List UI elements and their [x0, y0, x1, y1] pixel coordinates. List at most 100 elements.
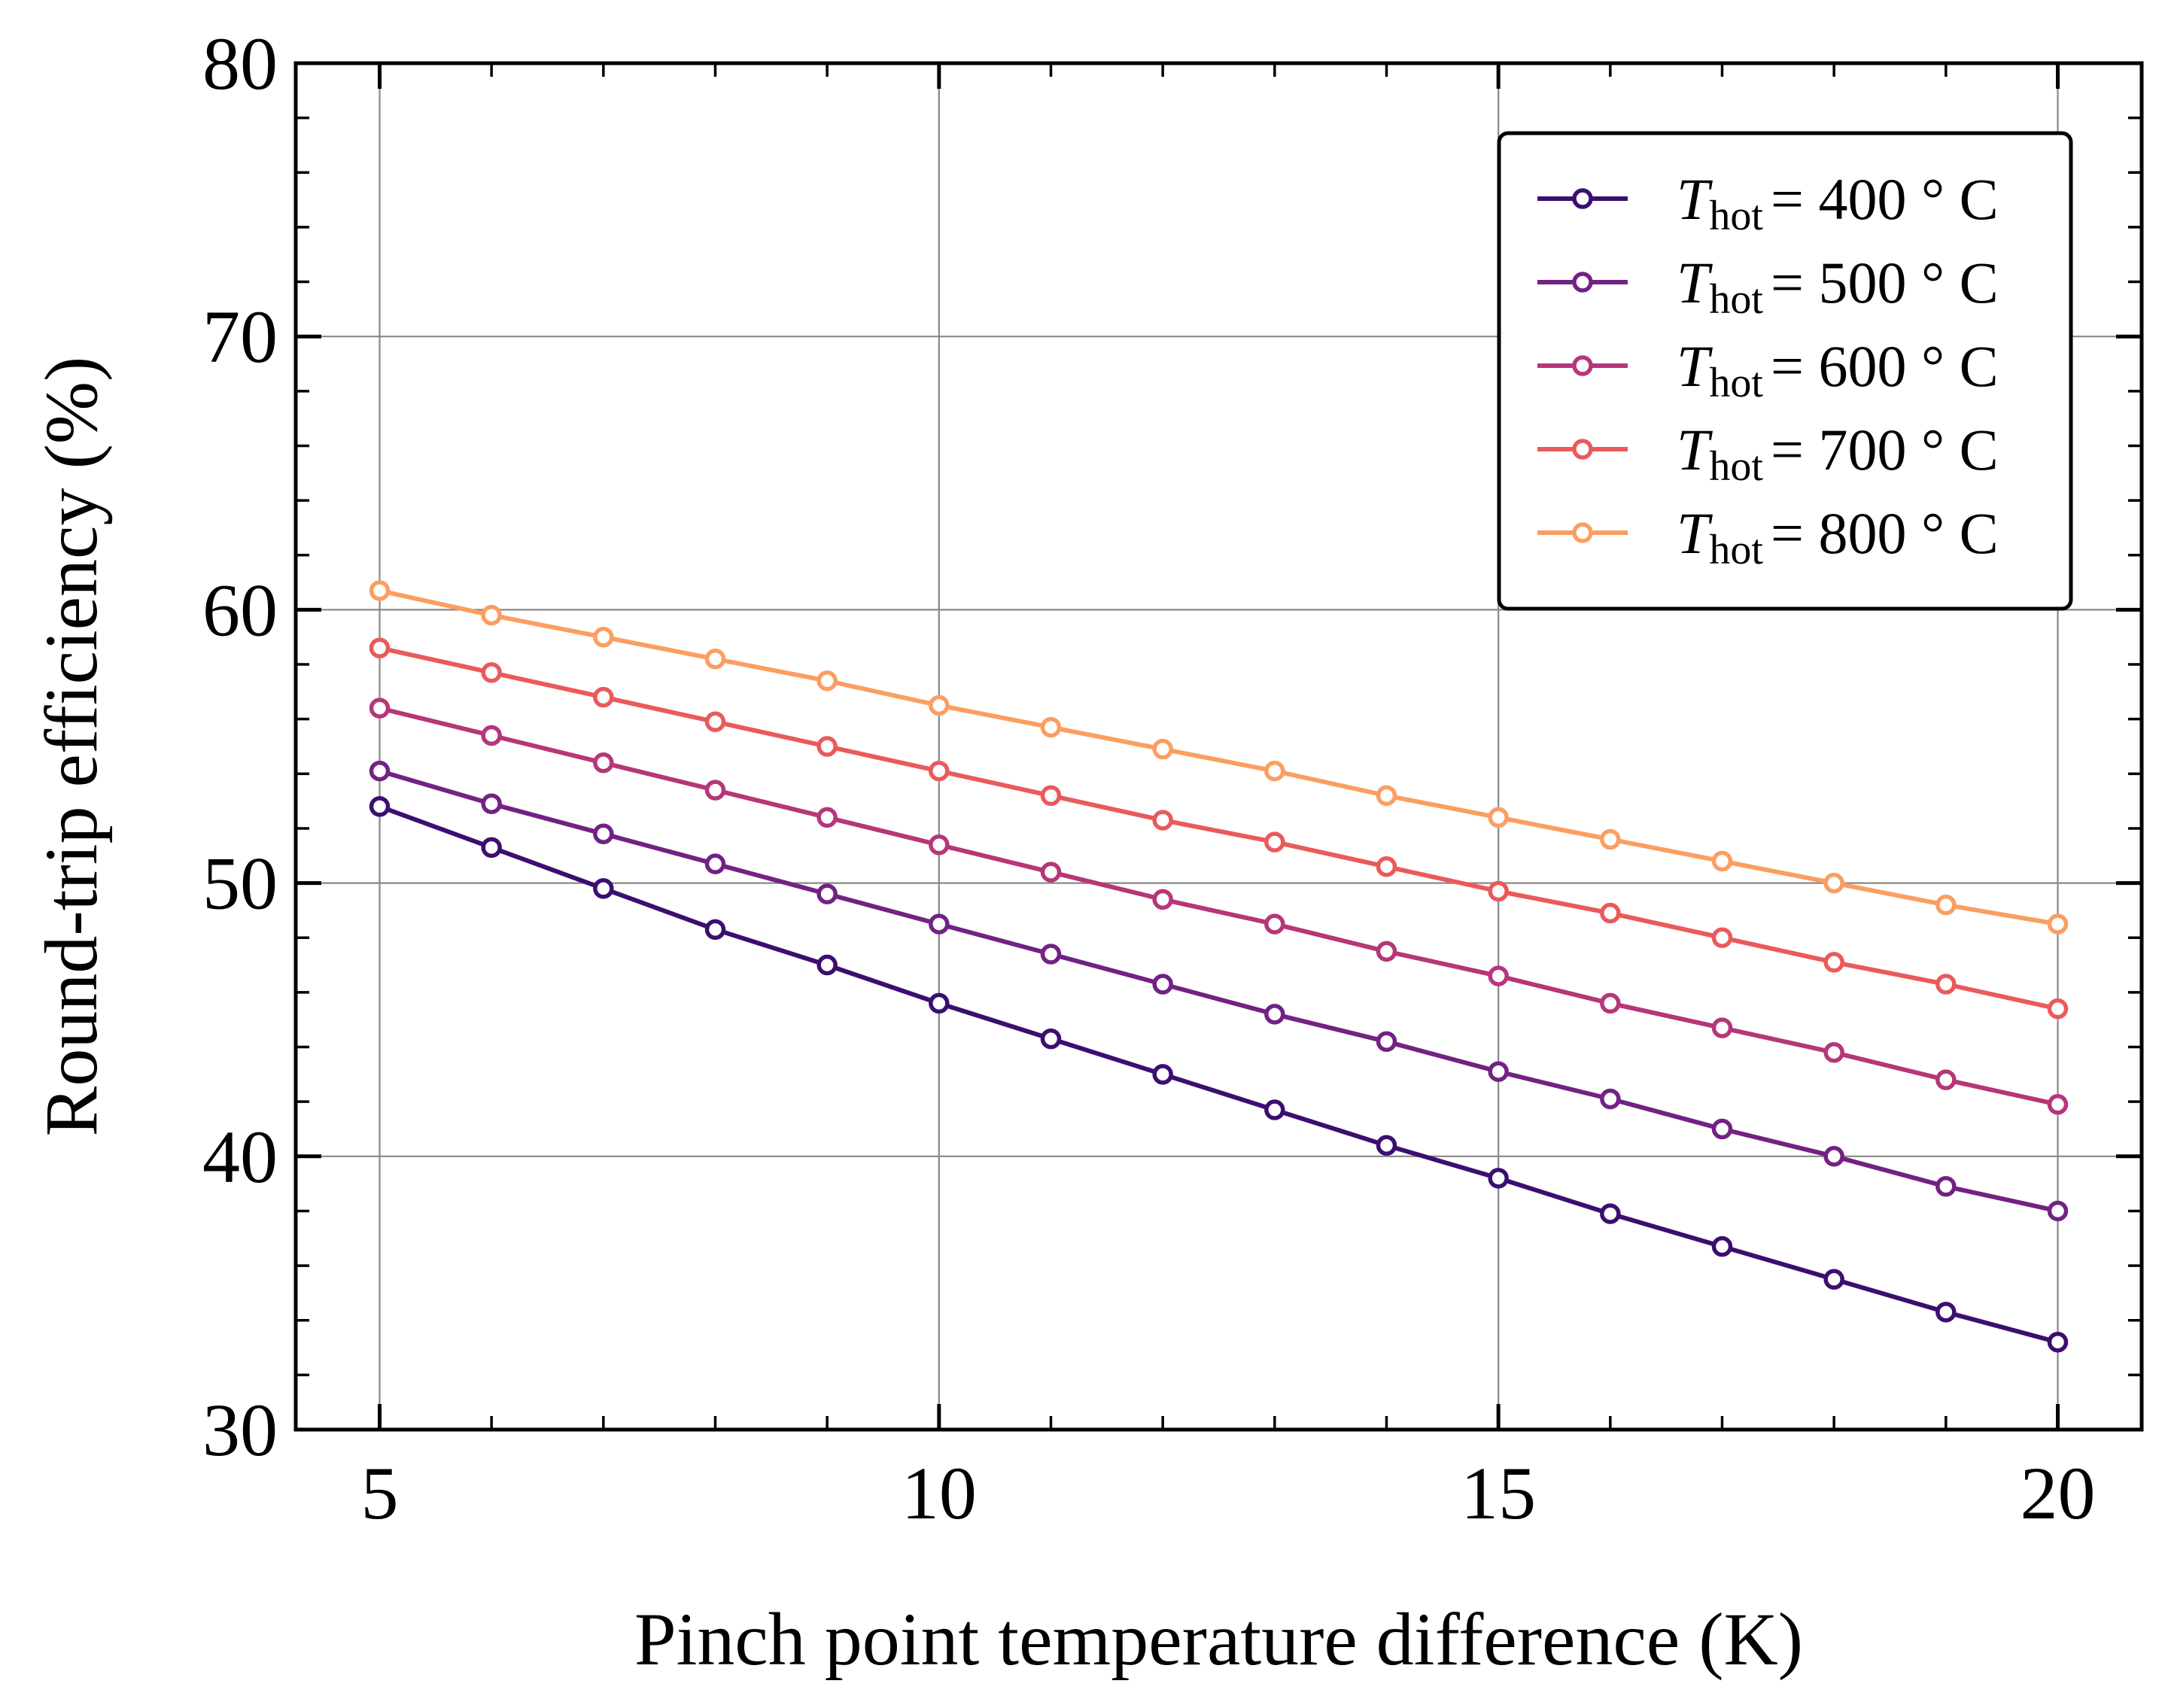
- y-tick-label: 30: [202, 1388, 278, 1472]
- legend-entry: Thot = 800 ° C: [1537, 500, 1999, 573]
- legend-marker-swatch: [1572, 272, 1593, 293]
- legend-label-symbol: T: [1677, 333, 1713, 399]
- data-point: [1040, 785, 1062, 807]
- legend-label-symbol: T: [1677, 417, 1713, 482]
- x-tick-label: 20: [2021, 1451, 2096, 1535]
- data-point: [369, 637, 391, 658]
- x-tick-label: 10: [902, 1451, 977, 1535]
- data-point: [1376, 1135, 1397, 1156]
- y-tick-label: 80: [202, 22, 278, 105]
- data-point: [1935, 1176, 1957, 1197]
- data-point: [929, 992, 950, 1014]
- series-line: [379, 768, 2059, 1214]
- data-point: [816, 736, 838, 757]
- data-point: [816, 670, 838, 691]
- data-point: [593, 878, 614, 899]
- legend-marker-swatch: [1572, 188, 1593, 209]
- data-point: [1488, 1168, 1509, 1189]
- data-point: [2047, 1094, 2069, 1115]
- series-line: [379, 706, 2059, 1107]
- data-point: [704, 711, 726, 733]
- legend-marker-swatch: [1572, 355, 1593, 376]
- data-point: [1152, 738, 1173, 760]
- data-point: [1152, 889, 1173, 910]
- series-line: [379, 646, 2059, 1011]
- data-point: [1040, 944, 1062, 965]
- y-tick-label: 50: [202, 842, 278, 925]
- legend-label-subscript: hot: [1709, 443, 1763, 490]
- legend-label-symbol: T: [1677, 166, 1713, 232]
- data-point: [1935, 1302, 1957, 1323]
- data-point: [1488, 807, 1509, 828]
- data-point: [1711, 1235, 1733, 1257]
- series-3: [369, 697, 2069, 1115]
- data-point: [481, 662, 502, 683]
- data-point: [1376, 785, 1397, 807]
- legend-label: Thot = 700 ° C: [1677, 417, 1999, 490]
- data-point: [1376, 856, 1397, 877]
- data-point: [1264, 760, 1285, 782]
- data-point: [1488, 880, 1509, 902]
- legend-entry: Thot = 500 ° C: [1537, 250, 1999, 323]
- data-point: [481, 604, 502, 626]
- legend-label-subscript: hot: [1709, 360, 1763, 406]
- data-point: [2047, 1332, 2069, 1353]
- data-point: [1823, 1146, 1844, 1167]
- legend-label-value: = 700 ° C: [1771, 417, 1999, 482]
- data-point: [1264, 831, 1285, 852]
- legend-label: Thot = 600 ° C: [1677, 333, 1999, 406]
- data-point: [1600, 1088, 1621, 1110]
- x-axis-title: Pinch point temperature difference (K): [634, 1597, 1803, 1681]
- y-tick-label: 70: [202, 295, 278, 378]
- data-point: [1935, 1069, 1957, 1090]
- data-point: [593, 823, 614, 844]
- y-tick-label: 40: [202, 1115, 278, 1199]
- series-line: [379, 804, 2059, 1345]
- x-tick-label: 5: [361, 1451, 399, 1535]
- legend-label-value: = 500 ° C: [1771, 250, 1999, 315]
- data-point: [2047, 998, 2069, 1020]
- legend-label-symbol: T: [1677, 500, 1713, 566]
- data-point: [593, 686, 614, 708]
- data-point: [1488, 965, 1509, 986]
- data-point: [1152, 810, 1173, 831]
- legend-label-subscript: hot: [1709, 193, 1763, 239]
- data-point: [1264, 1099, 1285, 1120]
- data-point: [929, 760, 950, 782]
- data-point: [369, 697, 391, 719]
- legend-label-value: = 800 ° C: [1771, 500, 1999, 566]
- data-point: [593, 752, 614, 773]
- y-axis-title: Round-trip efficiency (%): [29, 357, 113, 1137]
- data-point: [481, 793, 502, 815]
- legend-entry: Thot = 600 ° C: [1537, 333, 1999, 406]
- tick-marks: [296, 61, 2142, 1432]
- data-point: [1040, 862, 1062, 883]
- legend-label: Thot = 800 ° C: [1677, 500, 1999, 573]
- legend-label-subscript: hot: [1709, 276, 1763, 323]
- series-layer: [369, 580, 2069, 1353]
- data-point: [1264, 1004, 1285, 1025]
- tick-labels: 5 10 15 20 30 40 50 60 70 80: [202, 22, 2096, 1535]
- legend-label: Thot = 500 ° C: [1677, 250, 1999, 323]
- data-point: [1488, 1061, 1509, 1082]
- data-point: [369, 796, 391, 817]
- x-tick-label: 15: [1461, 1451, 1536, 1535]
- series-line: [379, 588, 2059, 927]
- data-point: [1600, 902, 1621, 924]
- y-tick-label: 60: [202, 568, 278, 652]
- data-point: [929, 913, 950, 935]
- data-point: [1935, 974, 1957, 995]
- plot-frame: [293, 61, 2144, 1432]
- data-point: [1376, 941, 1397, 962]
- legend-marker-swatch: [1572, 522, 1593, 543]
- data-point: [704, 919, 726, 941]
- data-point: [481, 725, 502, 746]
- data-point: [369, 580, 391, 601]
- data-point: [1823, 952, 1844, 973]
- data-point: [1600, 992, 1621, 1014]
- legend-label-symbol: T: [1677, 250, 1713, 315]
- data-point: [369, 760, 391, 782]
- data-point: [1600, 828, 1621, 850]
- data-point: [1152, 974, 1173, 995]
